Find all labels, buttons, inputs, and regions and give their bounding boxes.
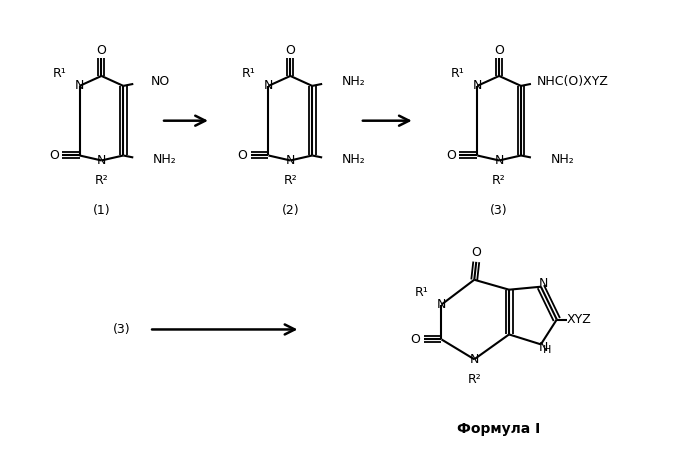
Text: NHC(O)XYZ: NHC(O)XYZ xyxy=(537,76,609,88)
Text: R²: R² xyxy=(492,174,506,187)
Text: O: O xyxy=(285,44,295,57)
Text: R²: R² xyxy=(94,174,108,187)
Text: NH₂: NH₂ xyxy=(153,153,177,166)
Text: N: N xyxy=(494,154,504,167)
Text: NO: NO xyxy=(151,76,171,88)
Text: XYZ: XYZ xyxy=(566,313,591,326)
Text: N: N xyxy=(437,298,446,311)
Text: O: O xyxy=(238,149,247,162)
Text: (3): (3) xyxy=(490,204,508,217)
Text: N: N xyxy=(264,79,273,93)
Text: O: O xyxy=(447,149,456,162)
Text: R¹: R¹ xyxy=(415,286,428,299)
Text: O: O xyxy=(96,44,106,57)
Text: R¹: R¹ xyxy=(53,67,66,80)
Text: (3): (3) xyxy=(113,323,130,336)
Text: O: O xyxy=(471,247,481,259)
Text: (1): (1) xyxy=(93,204,110,217)
Text: R²: R² xyxy=(468,373,481,386)
Text: N: N xyxy=(473,79,482,93)
Text: N: N xyxy=(539,277,549,290)
Text: O: O xyxy=(49,149,59,162)
Text: NH₂: NH₂ xyxy=(551,153,575,166)
Text: R¹: R¹ xyxy=(242,67,255,80)
Text: N: N xyxy=(539,341,549,354)
Text: N: N xyxy=(75,79,85,93)
Text: NH₂: NH₂ xyxy=(342,153,366,166)
Text: (2): (2) xyxy=(282,204,299,217)
Text: Формула I: Формула I xyxy=(457,422,541,436)
Text: R²: R² xyxy=(284,174,297,187)
Text: R¹: R¹ xyxy=(450,67,464,80)
Text: N: N xyxy=(470,353,479,366)
Text: O: O xyxy=(494,44,504,57)
Text: N: N xyxy=(96,154,106,167)
Text: NH₂: NH₂ xyxy=(342,76,366,88)
Text: N: N xyxy=(286,154,295,167)
Text: H: H xyxy=(542,345,551,355)
Text: O: O xyxy=(411,333,421,346)
